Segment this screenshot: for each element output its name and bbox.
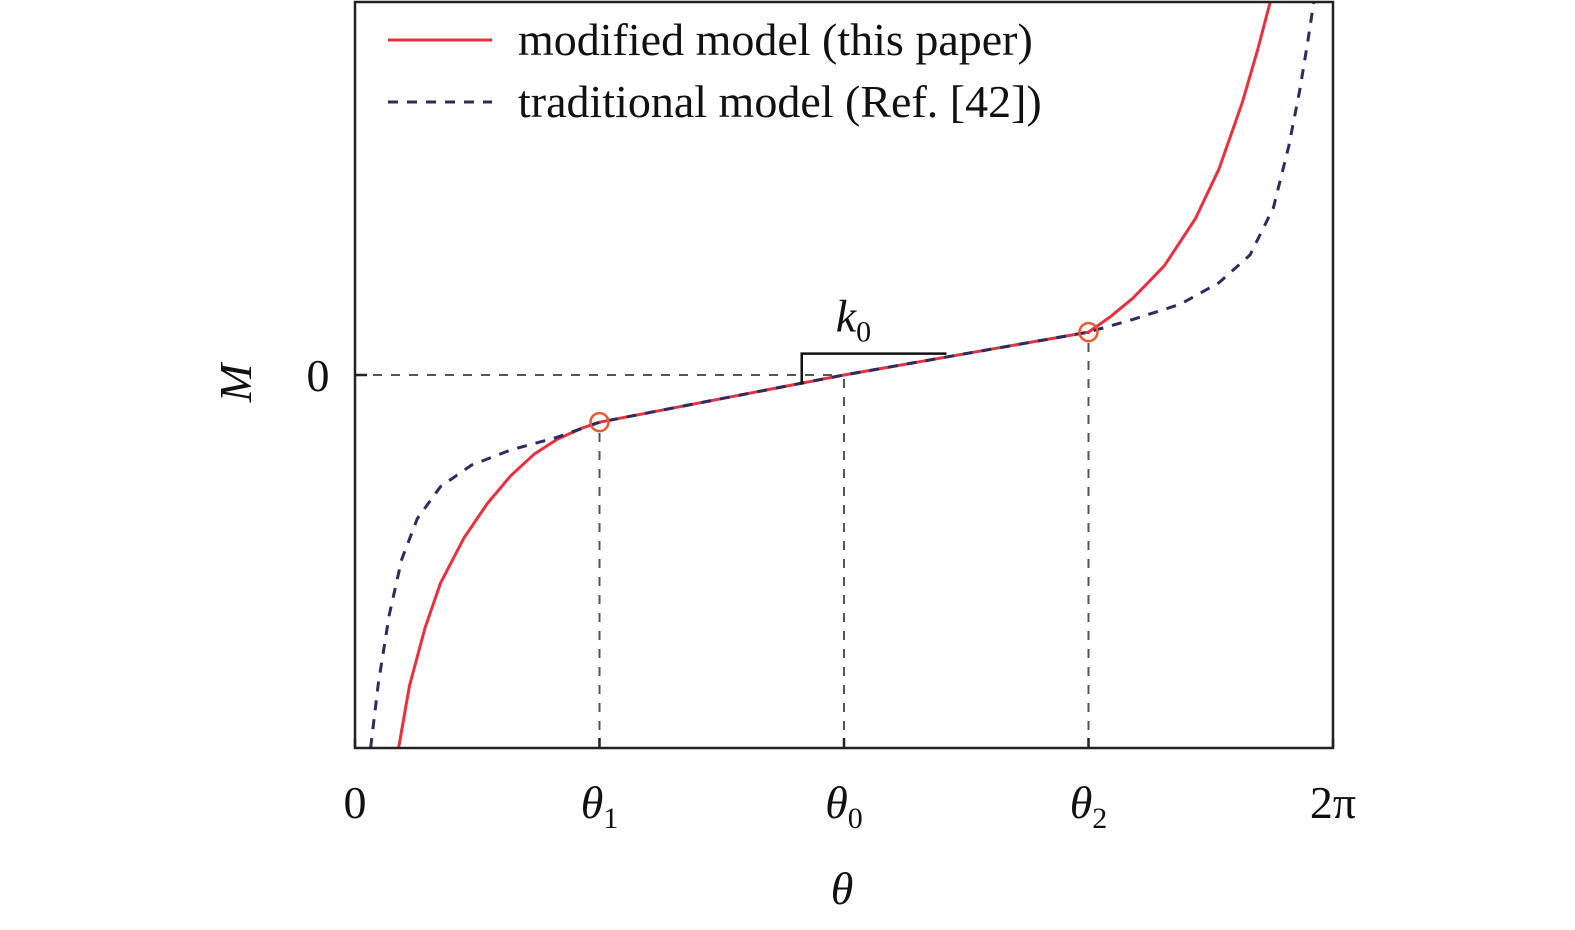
- x-tick-label-5: 2π: [1310, 777, 1356, 828]
- series-line-2: [369, 2, 1317, 748]
- legend-label-2: traditional model (Ref. [42]): [518, 76, 1042, 127]
- slope-bracket: [800, 352, 947, 385]
- legend-label-1: modified model (this paper): [518, 14, 1033, 65]
- x-tick-label-2: θ1: [581, 777, 619, 835]
- transition-marker-2: [1078, 321, 1099, 343]
- series-lines: [369, 2, 1317, 748]
- transition-marker-1: [589, 411, 610, 433]
- legend: modified model (this paper) traditional m…: [388, 14, 1042, 127]
- x-tick-label-3: θ0: [825, 777, 863, 835]
- slope-annotation: k0: [800, 291, 947, 385]
- y-axis-label: M: [210, 361, 261, 403]
- x-tick-label-1: 0: [344, 777, 367, 828]
- reference-lines: [355, 332, 1090, 748]
- axis-ticks: 0 θ1 θ0 θ2 2π 0: [307, 350, 1357, 835]
- slope-label: k0: [836, 291, 871, 349]
- x-tick-label-4: θ2: [1070, 777, 1108, 835]
- x-axis-label: θ: [831, 863, 854, 914]
- y-tick-label-1: 0: [307, 350, 330, 401]
- transition-markers: [589, 321, 1099, 433]
